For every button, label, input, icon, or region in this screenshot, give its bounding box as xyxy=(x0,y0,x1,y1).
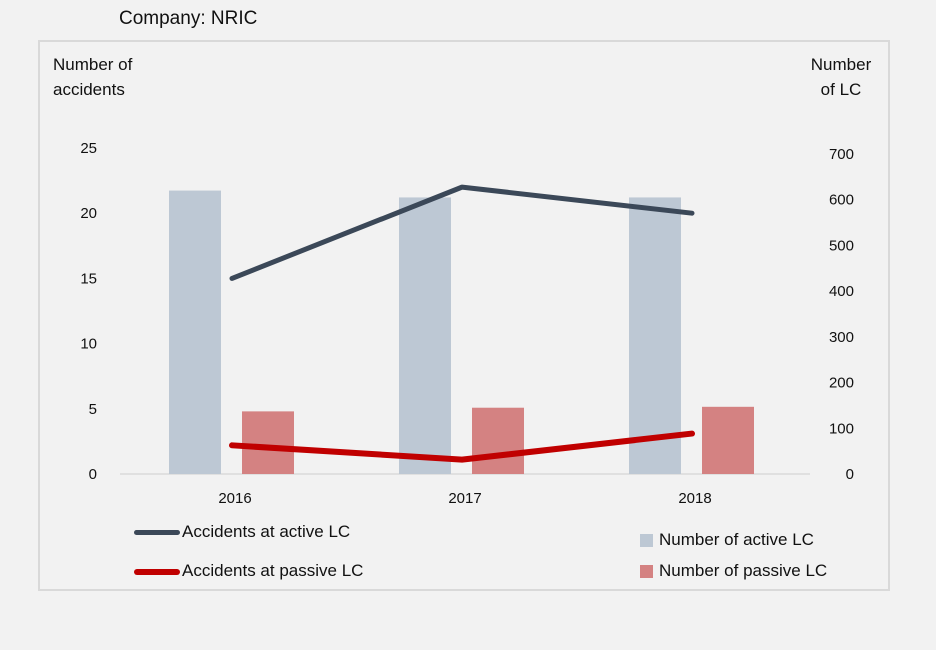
bar-passive-lc xyxy=(702,406,754,474)
left-tick-label: 15 xyxy=(80,270,97,287)
bar-passive-lc xyxy=(472,407,524,474)
legend-line-active-icon xyxy=(134,530,180,536)
legend-line-passive-icon xyxy=(134,568,180,575)
right-axis-title-line1: Number xyxy=(810,55,872,74)
legend-swatch-passive-icon xyxy=(640,565,653,579)
left-axis-title-line2: accidents xyxy=(53,80,125,99)
legend-item-active-accidents: Accidents at active LC xyxy=(134,522,350,542)
left-tick-label: 25 xyxy=(80,140,97,157)
legend-item-passive-accidents: Accidents at passive LC xyxy=(134,561,363,581)
left-axis-title: Number of accidents xyxy=(53,52,163,102)
right-tick-label: 100 xyxy=(829,420,854,437)
left-tick-label: 0 xyxy=(89,466,97,483)
legend-swatch-active-icon xyxy=(640,534,653,548)
right-tick-label: 0 xyxy=(846,466,854,483)
legend-label-passive-lc: Number of passive LC xyxy=(659,561,828,580)
bar-active-lc xyxy=(399,197,451,474)
chart-title: Company: NRIC xyxy=(119,8,258,29)
bar-active-lc xyxy=(169,190,221,475)
legend-item-active-lc: Number of active LC xyxy=(640,530,814,550)
right-tick-label: 500 xyxy=(829,237,854,254)
x-tick-label: 2016 xyxy=(218,490,251,507)
left-axis-title-line1: Number of xyxy=(53,55,133,74)
right-tick-label: 200 xyxy=(829,375,854,392)
left-tick-label: 20 xyxy=(80,205,97,222)
right-axis-title-line2: of LC xyxy=(820,80,862,99)
right-tick-label: 300 xyxy=(829,329,854,346)
legend-label-active-accidents: Accidents at active LC xyxy=(182,522,351,541)
x-tick-label: 2017 xyxy=(448,490,481,507)
x-tick-label: 2018 xyxy=(678,490,711,507)
right-tick-label: 700 xyxy=(829,146,854,163)
left-tick-label: 10 xyxy=(80,336,97,353)
bar-passive-lc xyxy=(242,411,294,474)
left-tick-label: 5 xyxy=(89,401,97,418)
legend-label-passive-accidents: Accidents at passive LC xyxy=(182,561,364,580)
bar-active-lc xyxy=(629,197,681,474)
legend-label-active-lc: Number of active LC xyxy=(659,530,814,549)
line-active-accidents xyxy=(229,184,695,281)
right-tick-label: 400 xyxy=(829,283,854,300)
line-passive-accidents xyxy=(229,430,695,463)
right-axis-title: Number of LC xyxy=(796,52,886,102)
right-tick-label: 600 xyxy=(829,192,854,209)
legend-item-passive-lc: Number of passive LC xyxy=(640,561,827,581)
